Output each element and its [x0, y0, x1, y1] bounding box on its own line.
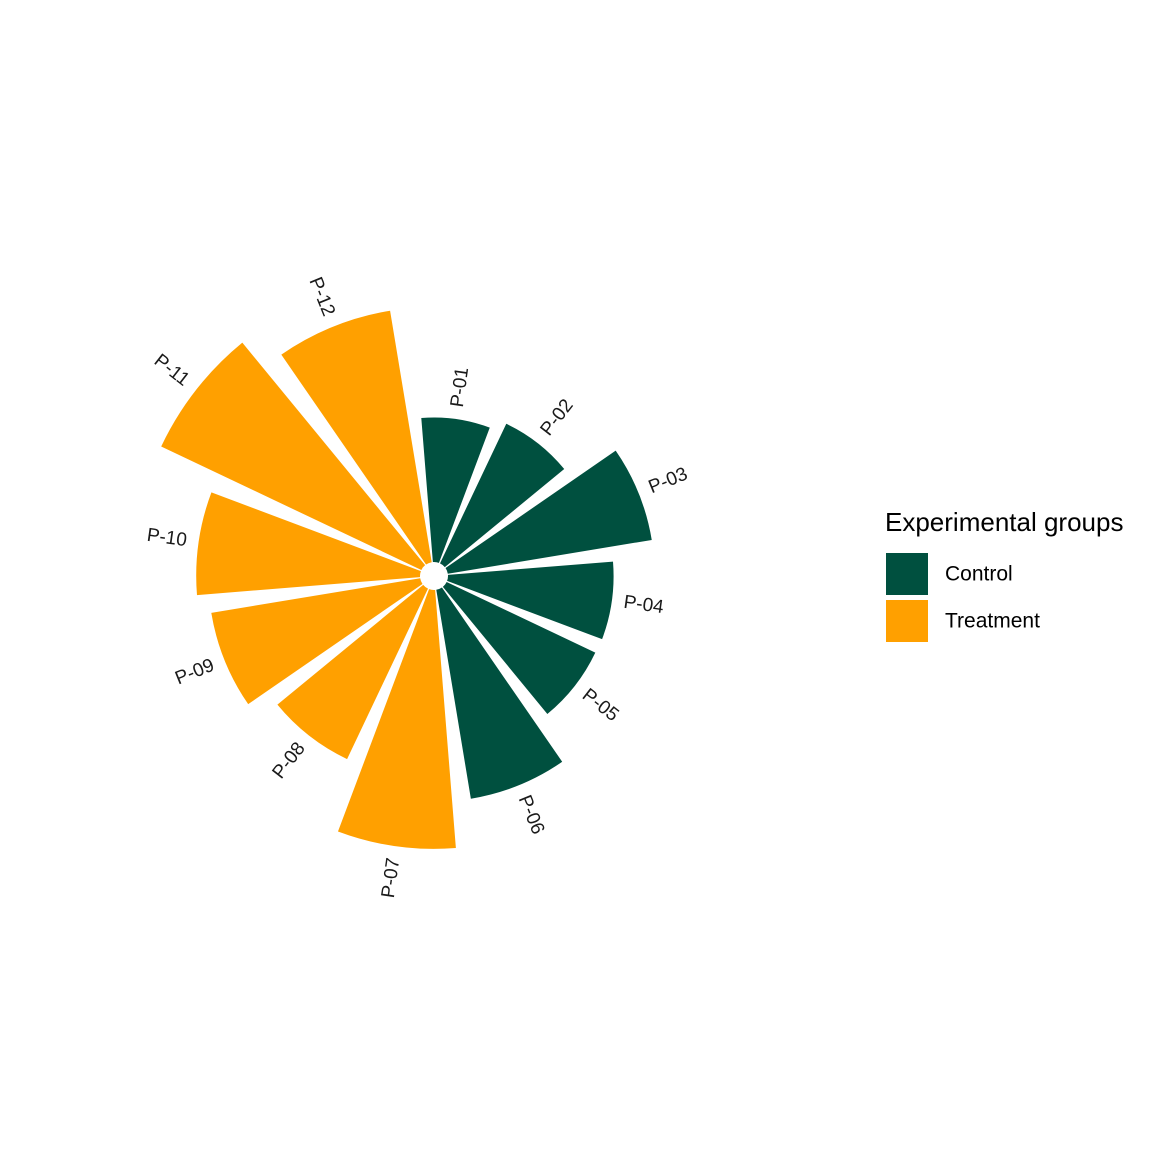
- bar-label: P-11: [150, 350, 193, 390]
- bar-label: P-10: [146, 525, 189, 551]
- plot-area: P-01 P-02 P-03 P-04 P-05 P-06 P-07 P-08 P-09 P-10…: [146, 274, 691, 899]
- bar-label: P-03: [646, 464, 691, 499]
- bar-label: P-09: [172, 655, 217, 690]
- bar-label: P-08: [268, 738, 309, 783]
- bar: [337, 589, 456, 849]
- bar-label: P-05: [578, 685, 623, 726]
- bar: [161, 342, 426, 570]
- bar-label: P-02: [536, 395, 577, 440]
- legend: Experimental groups Control Treatment: [885, 507, 1123, 642]
- bar: [421, 417, 490, 563]
- bar: [281, 310, 432, 565]
- bar-label: P-07: [378, 857, 404, 900]
- bar: [277, 584, 428, 760]
- legend-title: Experimental groups: [885, 507, 1123, 537]
- bar: [447, 561, 614, 640]
- bar: [442, 582, 596, 714]
- bar-label: P-06: [514, 792, 549, 837]
- legend-label: Control: [945, 563, 1013, 586]
- bar: [196, 492, 421, 596]
- bar: [211, 578, 423, 705]
- bar-label: P-01: [447, 366, 473, 409]
- legend-label: Treatment: [945, 610, 1040, 633]
- bar-label: P-12: [304, 274, 339, 319]
- bar: [445, 450, 652, 574]
- bar-label: P-04: [622, 592, 665, 618]
- legend-key: [886, 553, 928, 595]
- legend-key: [886, 600, 928, 642]
- bar: [440, 423, 565, 568]
- bar: [436, 587, 563, 799]
